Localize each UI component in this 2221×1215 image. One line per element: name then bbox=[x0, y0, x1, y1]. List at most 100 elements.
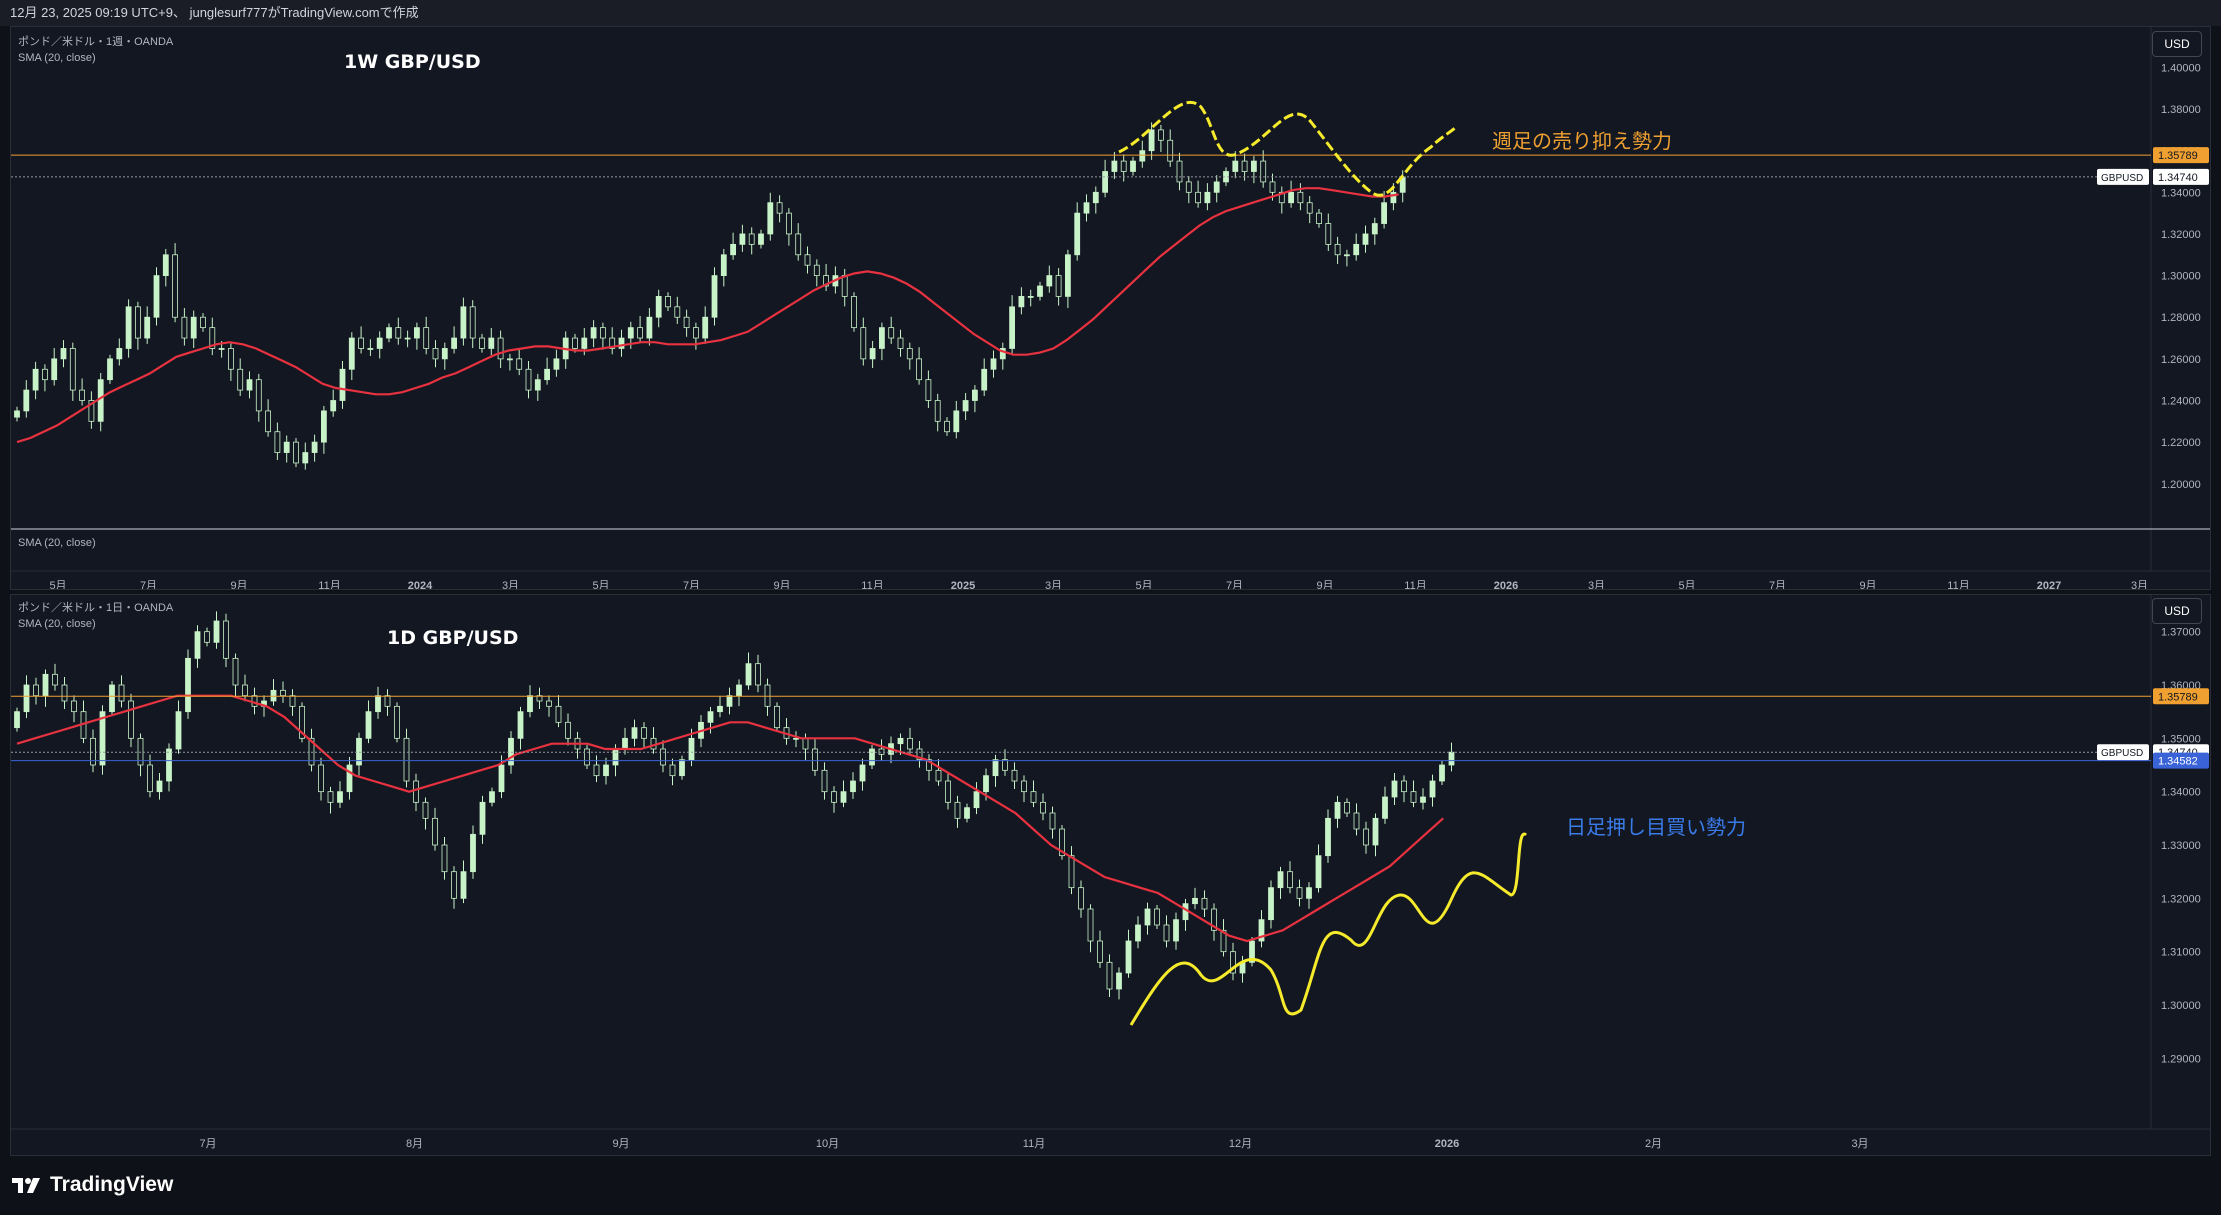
weekly-x-tick-label: 3月 bbox=[2131, 580, 2148, 589]
daily-candle bbox=[1059, 828, 1065, 857]
weekly-candle bbox=[1278, 191, 1285, 204]
weekly-candle bbox=[153, 275, 160, 318]
daily-candle bbox=[1068, 855, 1075, 889]
weekly-x-tick-label: 3月 bbox=[502, 580, 519, 589]
daily-chart-canvas[interactable]: 1.29000 1.30000 1.31000 1.32000 1.33000 1.340… bbox=[11, 595, 2210, 1155]
daily-candle bbox=[859, 764, 866, 782]
weekly-candle bbox=[823, 275, 829, 287]
daily-currency-button[interactable]: USD bbox=[2152, 598, 2202, 624]
daily-candle bbox=[897, 737, 904, 745]
daily-candle bbox=[308, 737, 315, 766]
daily-legend: ポンド／米ドル・1日・OANDA SMA (20, close) bbox=[18, 600, 173, 632]
weekly-candle bbox=[1362, 233, 1369, 245]
daily-candle bbox=[1372, 817, 1379, 846]
weekly-candle bbox=[1111, 160, 1118, 172]
weekly-candle bbox=[925, 379, 932, 401]
weekly-candle bbox=[813, 264, 820, 276]
daily-x-tick-label: 8月 bbox=[406, 1138, 423, 1150]
daily-candle bbox=[1201, 897, 1208, 910]
daily-candle bbox=[1296, 887, 1303, 899]
daily-chart-title: 1D GBP/USD bbox=[387, 627, 519, 649]
weekly-candle bbox=[116, 348, 123, 360]
weekly-candle bbox=[1176, 160, 1183, 183]
daily-y-tick-label: 1.33000 bbox=[2161, 840, 2201, 852]
daily-candle bbox=[793, 737, 799, 740]
weekly-chart-panel[interactable]: 1.20000 1.22000 1.24000 1.26000 1.28000 1.300… bbox=[10, 26, 2211, 590]
daily-candle bbox=[42, 673, 49, 697]
weekly-candle bbox=[934, 400, 941, 422]
weekly-price-label: 1.34740 bbox=[2158, 172, 2198, 184]
weekly-candle bbox=[720, 254, 727, 276]
daily-x-tick-label: 2月 bbox=[1645, 1138, 1662, 1150]
daily-candle bbox=[1192, 897, 1198, 905]
weekly-x-tick-label: 3月 bbox=[1588, 580, 1605, 589]
weekly-candle bbox=[255, 379, 262, 412]
weekly-candle bbox=[1297, 191, 1304, 204]
weekly-x-tick-label: 2026 bbox=[1494, 580, 1518, 589]
weekly-x-tick-label: 5月 bbox=[1678, 580, 1695, 589]
weekly-candle bbox=[553, 358, 560, 370]
weekly-candle bbox=[404, 337, 411, 340]
daily-candle bbox=[641, 727, 647, 739]
weekly-candle bbox=[767, 202, 774, 235]
weekly-trend-sketch bbox=[1118, 100, 1458, 197]
weekly-y-tick-label: 1.38000 bbox=[2161, 104, 2201, 116]
weekly-y-tick-label: 1.34000 bbox=[2161, 187, 2201, 199]
chart-caption: 12月 23, 2025 09:19 UTC+9、 junglesurf777が… bbox=[0, 0, 2221, 26]
weekly-candle bbox=[237, 368, 244, 391]
weekly-x-tick-label: 11月 bbox=[861, 580, 883, 589]
daily-trend-sketch bbox=[1129, 832, 1528, 1026]
weekly-candle bbox=[572, 337, 578, 349]
weekly-x-tick-label: 9月 bbox=[230, 580, 247, 589]
weekly-x-tick-label: 7月 bbox=[1226, 580, 1243, 589]
daily-candle bbox=[1258, 919, 1265, 942]
weekly-candle bbox=[274, 431, 281, 453]
weekly-x-tick-label: 9月 bbox=[773, 580, 790, 589]
daily-candle bbox=[1353, 812, 1360, 830]
weekly-currency-button[interactable]: USD bbox=[2152, 31, 2202, 57]
weekly-candle bbox=[1390, 191, 1397, 204]
daily-candle bbox=[33, 684, 39, 697]
weekly-chart-canvas[interactable]: 1.20000 1.22000 1.24000 1.26000 1.28000 1.300… bbox=[11, 27, 2210, 589]
tradingview-brand: TradingView bbox=[50, 1173, 174, 1196]
daily-candle bbox=[669, 764, 676, 777]
weekly-candle bbox=[1120, 160, 1127, 172]
weekly-candle bbox=[423, 327, 430, 349]
daily-candle bbox=[1173, 919, 1179, 942]
weekly-candle bbox=[906, 348, 913, 360]
weekly-lower-pane-label[interactable]: SMA (20, close) bbox=[18, 537, 96, 549]
daily-candle bbox=[726, 695, 733, 707]
weekly-candle bbox=[990, 358, 997, 370]
weekly-candle bbox=[637, 327, 643, 339]
daily-x-tick-label: 7月 bbox=[199, 1138, 216, 1150]
weekly-x-tick-label: 2027 bbox=[2037, 580, 2061, 589]
weekly-candle bbox=[432, 348, 439, 360]
daily-candle bbox=[318, 764, 324, 793]
daily-candle bbox=[346, 764, 353, 793]
daily-candle bbox=[527, 695, 533, 713]
daily-indicator-line[interactable]: SMA (20, close) bbox=[18, 618, 96, 630]
weekly-candle bbox=[190, 316, 197, 339]
weekly-price-label-bg bbox=[2153, 168, 2209, 185]
weekly-candle bbox=[1130, 160, 1136, 172]
daily-y-tick-label: 1.32000 bbox=[2161, 893, 2201, 905]
daily-candle bbox=[1116, 972, 1122, 990]
daily-chart-panel[interactable]: 1.29000 1.30000 1.31000 1.32000 1.33000 1.340… bbox=[10, 594, 2211, 1156]
daily-candle bbox=[204, 631, 210, 643]
tradingview-footer[interactable]: TradingView bbox=[12, 1172, 173, 1198]
daily-candle bbox=[1211, 908, 1217, 931]
daily-candle bbox=[745, 663, 752, 686]
tradingview-logo-icon bbox=[12, 1178, 40, 1193]
daily-candle bbox=[1002, 759, 1008, 771]
weekly-candle bbox=[897, 337, 904, 349]
weekly-x-tick-label: 7月 bbox=[683, 580, 700, 589]
weekly-indicator-line[interactable]: SMA (20, close) bbox=[18, 52, 96, 64]
daily-symbol-tag: GBPUSD bbox=[2101, 748, 2143, 759]
weekly-candle bbox=[1251, 160, 1257, 172]
daily-candle bbox=[660, 748, 666, 766]
daily-candle bbox=[1306, 887, 1312, 899]
daily-candle bbox=[441, 844, 448, 873]
weekly-candle bbox=[944, 420, 950, 433]
daily-candle bbox=[916, 748, 923, 761]
daily-candle bbox=[479, 801, 486, 835]
